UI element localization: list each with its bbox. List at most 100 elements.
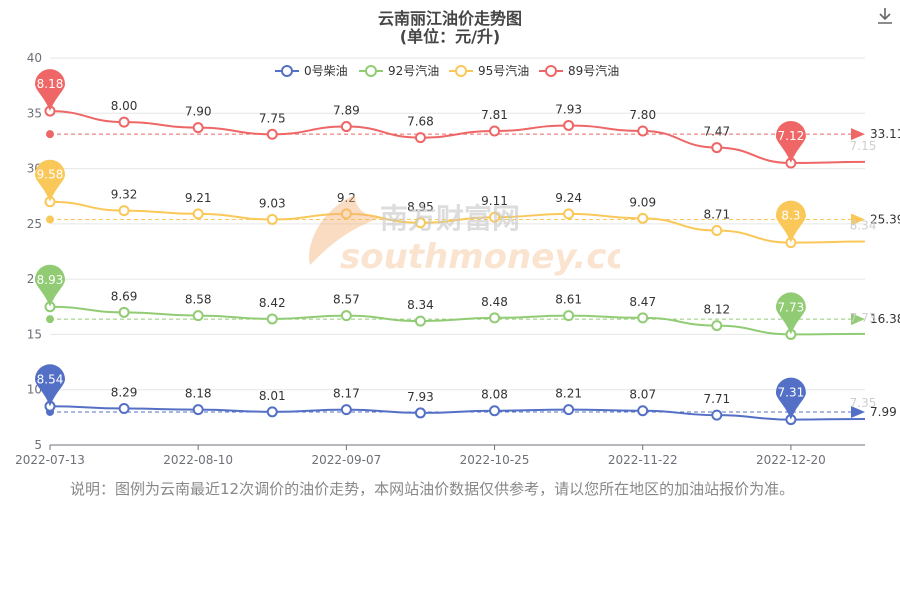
data-point [711, 409, 723, 421]
data-point [489, 211, 501, 223]
faint-label: 7.15 [850, 139, 877, 153]
average-label: 16.38 [870, 312, 900, 326]
data-point [489, 125, 501, 137]
series-line [49, 200, 866, 244]
pins: 8.54 7.31 8.93 7.73 9.58 8.3 8.18 7.12 [35, 69, 806, 420]
data-point [340, 208, 352, 220]
series-line [49, 405, 866, 421]
data-label: 9.11 [481, 194, 508, 208]
data-point [266, 313, 278, 325]
data-point [192, 208, 204, 220]
pin-label: 8.93 [37, 273, 64, 287]
average-arrow [851, 128, 865, 141]
data-label: 9.09 [629, 195, 656, 209]
legend-item[interactable]: 89号汽油 [539, 63, 619, 78]
chart-title: 云南丽江油价走势图 [377, 9, 522, 28]
series-line [49, 305, 866, 336]
data-point [118, 306, 130, 318]
data-point [192, 122, 204, 134]
data-label: 8.42 [259, 296, 286, 310]
map-pin: 7.73 [775, 292, 806, 335]
x-tick-label: 2022-10-25 [460, 453, 530, 467]
data-point [637, 125, 649, 137]
legend-label: 92号汽油 [388, 63, 439, 78]
data-label: 8.08 [481, 388, 508, 402]
average-lines: 7.99 16.38 25.39 33.11 [46, 127, 900, 419]
data-label: 7.89 [333, 104, 360, 118]
data-point [414, 407, 426, 419]
data-point [340, 404, 352, 416]
pin-label: 7.73 [778, 300, 805, 314]
legend-item[interactable]: 0号柴油 [275, 64, 348, 78]
pin-shape [35, 69, 65, 112]
average-label: 33.11 [870, 127, 900, 141]
data-label: 8.07 [629, 388, 656, 402]
map-pin: 8.93 [35, 264, 65, 307]
faint-label: 7.73 [850, 311, 877, 325]
pin-label: 8.18 [37, 77, 64, 91]
data-label: 8.71 [703, 207, 730, 221]
data-labels: 8.29 8.18 8.01 8.17 7.93 8.08 8.21 8.07 7.71 7.35… [111, 99, 877, 410]
pin-label: 7.12 [778, 129, 805, 143]
legend-item[interactable]: 92号汽油 [359, 63, 439, 78]
chart-subtitle: (单位：元/升) [399, 27, 501, 46]
pin-shape [775, 377, 806, 420]
legend: 0号柴油 92号汽油 95号汽油 89号汽油 [275, 63, 619, 78]
average-arrow [851, 313, 865, 326]
pin-shape [35, 159, 65, 202]
data-point [192, 404, 204, 416]
data-label: 8.47 [629, 295, 656, 309]
pin-label: 8.54 [37, 372, 64, 386]
data-point [118, 116, 130, 128]
legend-label: 95号汽油 [478, 63, 529, 78]
data-point [563, 208, 575, 220]
x-tick-label: 2022-11-22 [608, 453, 678, 467]
download-icon[interactable] [873, 4, 897, 28]
legend-item[interactable]: 95号汽油 [449, 63, 529, 78]
data-point [711, 142, 723, 154]
average-arrow [851, 213, 865, 226]
data-point [489, 405, 501, 417]
faint-label: 7.35 [850, 396, 877, 410]
data-point [563, 404, 575, 416]
legend-label: 0号柴油 [304, 64, 348, 78]
data-point [340, 121, 352, 133]
average-label: 25.39 [870, 213, 900, 227]
data-point [266, 213, 278, 225]
pin-label: 8.3 [781, 209, 800, 223]
pin-shape [35, 364, 65, 407]
data-point [340, 310, 352, 322]
pin-shape [775, 292, 806, 335]
map-pin: 7.12 [775, 121, 806, 164]
series-lines [49, 110, 866, 421]
data-point [711, 224, 723, 236]
data-point [118, 403, 130, 415]
data-point [414, 217, 426, 229]
data-label: 8.58 [185, 293, 212, 307]
data-label: 7.68 [407, 115, 434, 129]
data-label: 8.01 [259, 389, 286, 403]
x-tick-label: 2022-08-10 [163, 453, 233, 467]
data-label: 8.61 [555, 293, 582, 307]
average-arrow [851, 405, 865, 418]
footnote: 说明：图例为云南最近12次调价的油价走势，本网站油价数据仅供参考，请以您所在地区… [70, 480, 795, 498]
pin-shape [775, 200, 806, 243]
series-points [44, 105, 797, 426]
data-label: 7.47 [703, 125, 730, 139]
data-point [266, 406, 278, 418]
data-label: 8.34 [407, 298, 434, 312]
data-label: 9.24 [555, 191, 582, 205]
y-tick-label: 5 [34, 438, 42, 452]
data-label: 8.69 [111, 289, 138, 303]
data-label: 8.12 [703, 303, 730, 317]
data-point [637, 312, 649, 324]
data-label: 9.21 [185, 191, 212, 205]
data-label: 8.00 [111, 99, 138, 113]
pin-label: 9.58 [37, 168, 64, 182]
data-label: 8.57 [333, 293, 360, 307]
data-point [118, 205, 130, 217]
data-label: 8.29 [111, 386, 138, 400]
data-point [563, 119, 575, 131]
data-point [637, 212, 649, 224]
data-point [266, 128, 278, 140]
